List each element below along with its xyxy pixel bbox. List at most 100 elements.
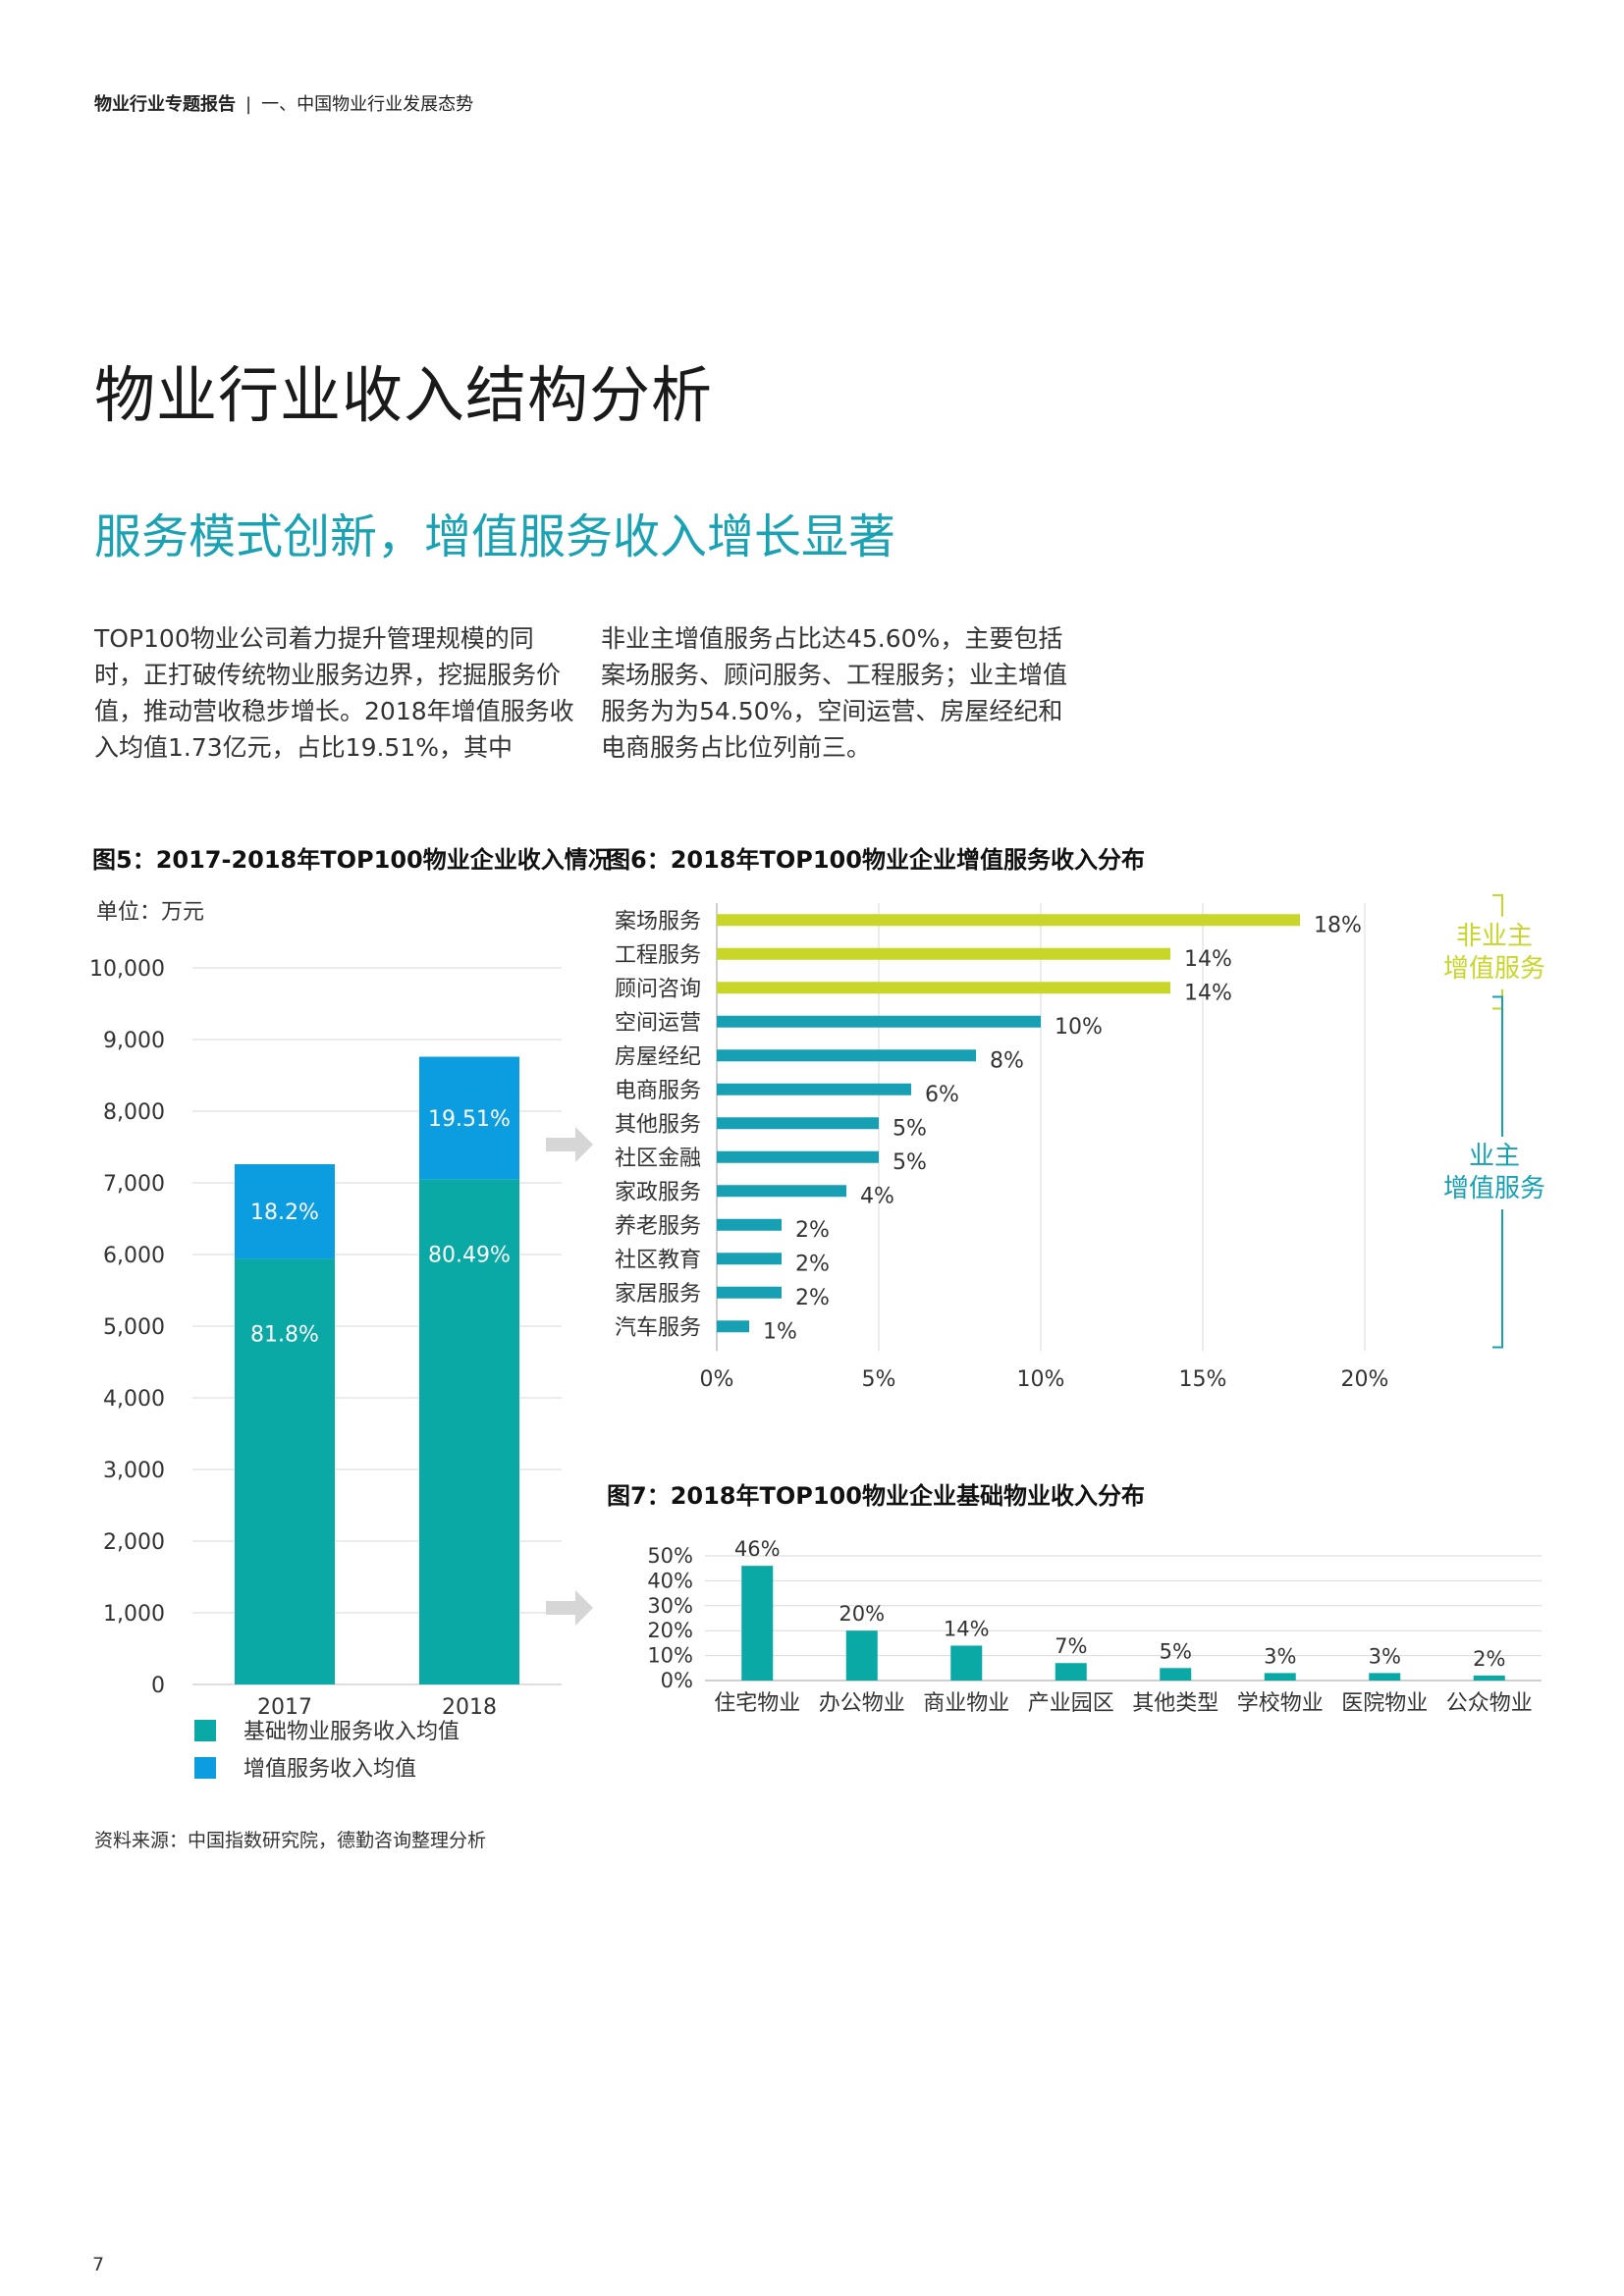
- y-tick-label: 10%: [647, 1644, 693, 1668]
- y-tick-label: 50%: [647, 1544, 693, 1568]
- bar-category-label: 工程服务: [615, 943, 701, 968]
- bar-value-label: 1%: [763, 1319, 797, 1344]
- segment-percent-label: 19.51%: [428, 1107, 511, 1132]
- bar-category-label: 社区金融: [615, 1147, 701, 1171]
- y-tick-label: 4,000: [103, 1387, 165, 1412]
- bar-category-label: 其他服务: [615, 1112, 701, 1137]
- stacked-bar-segment: [419, 1179, 519, 1684]
- intro-paragraph-1: TOP100物业公司着力提升管理规模的同时，正打破传统物业服务边界，挖掘服务价值…: [94, 624, 574, 762]
- bar-category-label: 顾问咨询: [615, 977, 701, 1001]
- y-tick-label: 9,000: [103, 1029, 165, 1053]
- x-category-label: 2017: [257, 1695, 312, 1720]
- x-category-label: 学校物业: [1237, 1691, 1324, 1716]
- bar-value-label: 8%: [990, 1048, 1024, 1073]
- y-tick-label: 2,000: [103, 1530, 165, 1555]
- group-label-owner: 增值服务: [1443, 1174, 1545, 1203]
- y-tick-label: 30%: [647, 1594, 693, 1618]
- bar-category-label: 房屋经纪: [615, 1044, 701, 1069]
- bar-category-label: 社区教育: [615, 1248, 701, 1272]
- x-category-label: 公众物业: [1446, 1691, 1533, 1716]
- bar: [845, 1630, 878, 1681]
- legend-label: 基础物业服务收入均值: [244, 1720, 460, 1744]
- y-tick-label: 10,000: [89, 957, 165, 982]
- y-tick-label: 40%: [647, 1569, 693, 1592]
- bar-value-label: 10%: [1055, 1015, 1103, 1040]
- y-tick-label: 6,000: [103, 1244, 165, 1268]
- unit-label: 单位：万元: [96, 900, 204, 925]
- bar-category-label: 养老服务: [615, 1214, 701, 1239]
- arrow-right-icon: [546, 1590, 593, 1626]
- bar: [717, 914, 1300, 927]
- bar: [717, 947, 1170, 960]
- bar: [1473, 1675, 1505, 1681]
- label-backdrop: [1422, 916, 1549, 989]
- bar: [717, 1083, 911, 1095]
- bar: [741, 1566, 774, 1681]
- bar-value-label: 7%: [1055, 1634, 1087, 1658]
- bar: [1264, 1673, 1296, 1681]
- x-category-label: 住宅物业: [714, 1691, 800, 1716]
- label-backdrop: [1422, 1137, 1549, 1209]
- group-label-non-owner: 非业主: [1456, 922, 1533, 951]
- bar: [717, 1218, 782, 1231]
- bar-value-label: 5%: [893, 1116, 927, 1141]
- bar-value-label: 5%: [893, 1150, 927, 1175]
- bar-value-label: 3%: [1264, 1644, 1296, 1668]
- bar: [717, 1150, 879, 1163]
- stacked-bar-segment: [419, 1056, 519, 1180]
- breadcrumb: 物业行业专题报告 | 一、中国物业行业发展态势: [94, 90, 473, 116]
- flow-arrows: [546, 1127, 593, 1626]
- bar: [717, 1320, 749, 1333]
- bar-category-label: 案场服务: [615, 909, 701, 934]
- bar: [1369, 1673, 1401, 1681]
- segment-percent-label: 81.8%: [250, 1322, 319, 1347]
- section-label: 一、中国物业行业发展态势: [261, 94, 474, 115]
- bar: [717, 1253, 782, 1265]
- bar-category-label: 汽车服务: [615, 1315, 701, 1340]
- bar-value-label: 14%: [1184, 981, 1232, 1005]
- legend-swatch: [194, 1757, 216, 1779]
- bar-value-label: 46%: [734, 1537, 781, 1561]
- x-tick-label: 5%: [862, 1367, 896, 1392]
- bar-category-label: 家政服务: [615, 1180, 701, 1204]
- bar-value-label: 2%: [1473, 1647, 1505, 1671]
- group-label-non-owner: 增值服务: [1443, 954, 1545, 984]
- x-category-label: 办公物业: [819, 1691, 905, 1716]
- bar-value-label: 5%: [1160, 1639, 1192, 1663]
- bar-value-label: 2%: [795, 1252, 830, 1276]
- bar-value-label: 20%: [839, 1602, 885, 1626]
- page-number: 7: [92, 2254, 105, 2275]
- bar-category-label: 电商服务: [615, 1079, 701, 1103]
- x-category-label: 医院物业: [1341, 1691, 1428, 1716]
- bar: [717, 982, 1170, 994]
- x-category-label: 2018: [442, 1695, 497, 1720]
- x-category-label: 其他类型: [1132, 1691, 1218, 1716]
- x-category-label: 商业物业: [923, 1691, 1009, 1716]
- figure-5-stacked-bar-chart: 单位：万元 0 1,000 2,000 3,000 4,000 5,000 6,000 7,00…: [89, 900, 562, 1782]
- intro-paragraph-2: 非业主增值服务占比达45.60%，主要包括案场服务、顾问服务、工程服务；业主增值…: [601, 624, 1068, 762]
- bar-value-label: 14%: [1184, 947, 1232, 972]
- bar: [1055, 1663, 1087, 1681]
- bar-category-label: 家居服务: [615, 1282, 701, 1307]
- x-category-label: 产业园区: [1028, 1691, 1114, 1716]
- bar-value-label: 18%: [1314, 913, 1362, 937]
- bar: [717, 1286, 782, 1299]
- source-note: 资料来源：中国指数研究院，德勤咨询整理分析: [94, 1830, 487, 1851]
- bar: [717, 1015, 1041, 1028]
- bar: [717, 1049, 976, 1062]
- y-tick-label: 0%: [661, 1669, 693, 1692]
- legend-label: 增值服务收入均值: [244, 1757, 416, 1782]
- segment-percent-label: 80.49%: [428, 1243, 511, 1267]
- y-tick-label: 8,000: [103, 1100, 165, 1125]
- bar-category-label: 空间运营: [615, 1011, 701, 1036]
- bar: [717, 1117, 879, 1130]
- page-title: 物业行业收入结构分析: [94, 359, 714, 431]
- y-tick-label: 7,000: [103, 1172, 165, 1197]
- figure-6-title: 图6：2018年TOP100物业企业增值服务收入分布: [607, 846, 1145, 874]
- bar-value-label: 2%: [795, 1286, 830, 1310]
- figure-5-title: 图5：2017-2018年TOP100物业企业收入情况: [92, 846, 612, 874]
- y-tick-label: 20%: [647, 1619, 693, 1642]
- legend-swatch: [194, 1720, 216, 1741]
- x-tick-label: 20%: [1341, 1367, 1389, 1392]
- x-tick-label: 10%: [1017, 1367, 1065, 1392]
